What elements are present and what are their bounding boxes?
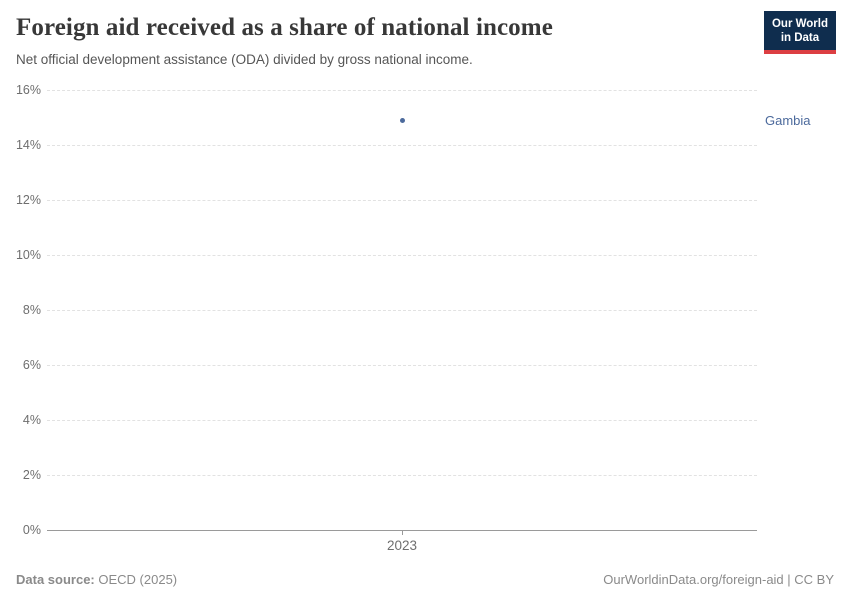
owid-logo-line1: Our World [771, 18, 828, 30]
chart-subtitle: Net official development assistance (ODA… [16, 52, 473, 67]
x-axis-line: 0% [23, 523, 757, 537]
gridline: 12% [16, 193, 757, 207]
footer-link[interactable]: OurWorldinData.org/foreign-aid | CC BY [603, 572, 834, 587]
footer: Data source: OECD (2025) OurWorldinData.… [16, 572, 834, 587]
plot-area: 2023 0% 2% 4% 6% 8% 10% 12% 14% 16% [16, 83, 757, 553]
y-tick-label: 10% [15, 248, 41, 262]
y-tick-label: 4% [22, 413, 41, 427]
y-tick-label: 0% [22, 523, 41, 537]
y-tick-label: 14% [15, 138, 41, 152]
entity-label[interactable]: Gambia [765, 113, 811, 129]
y-tick-label: 8% [22, 303, 41, 317]
y-tick-label: 12% [15, 193, 41, 207]
gridline: 4% [23, 413, 757, 427]
data-point[interactable] [399, 118, 405, 124]
gridline: 6% [23, 358, 757, 372]
owid-logo[interactable]: Our World in Data [763, 11, 836, 54]
x-tick-label: 2023 [386, 538, 418, 553]
y-tick-label: 16% [15, 83, 41, 97]
data-source-label: Data source: [16, 572, 95, 587]
gridline: 2% [23, 468, 757, 482]
owid-logo-line2: in Data [780, 32, 820, 44]
gridline: 10% [16, 248, 757, 262]
chart-title: Foreign aid received as a share of natio… [16, 14, 553, 41]
data-source-value: OECD (2025) [98, 572, 178, 587]
entity-labels: Gambia [765, 91, 845, 531]
gridline: 16% [16, 83, 757, 97]
data-source: Data source: OECD (2025) [16, 572, 177, 587]
y-tick-label: 2% [22, 468, 41, 482]
y-tick-label: 6% [22, 358, 41, 372]
gridline: 8% [23, 303, 757, 317]
x-axis-tick [402, 531, 403, 535]
gridline: 14% [16, 138, 757, 152]
